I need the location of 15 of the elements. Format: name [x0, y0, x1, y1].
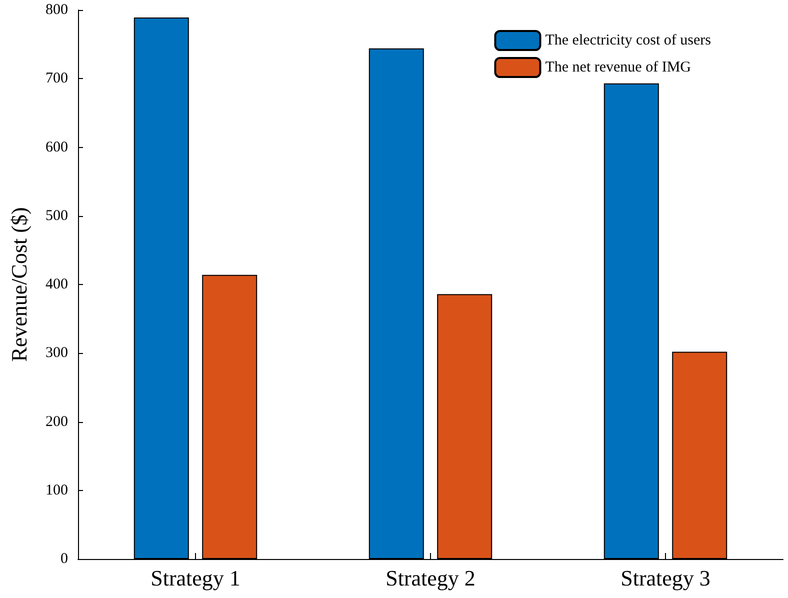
x-tick-label: Strategy 3: [620, 566, 710, 590]
legend-label: The electricity cost of users: [545, 32, 712, 48]
y-tick-label: 600: [46, 139, 68, 156]
y-tick-label: 800: [46, 2, 68, 18]
y-tick-label: 300: [46, 345, 68, 362]
y-tick-label: 0: [60, 551, 68, 567]
y-tick-label: 700: [46, 70, 68, 87]
y-axis-title: Revenue/Cost ($): [6, 207, 32, 362]
y-tick-label: 200: [46, 414, 68, 430]
x-tick-label: Strategy 2: [386, 566, 476, 590]
legend-label: The net revenue of IMG: [545, 60, 692, 76]
y-tick-label: 500: [46, 208, 68, 224]
x-tick-label: Strategy 1: [150, 566, 240, 590]
y-tick-label: 400: [46, 276, 68, 292]
y-tick-label: 100: [46, 482, 68, 498]
